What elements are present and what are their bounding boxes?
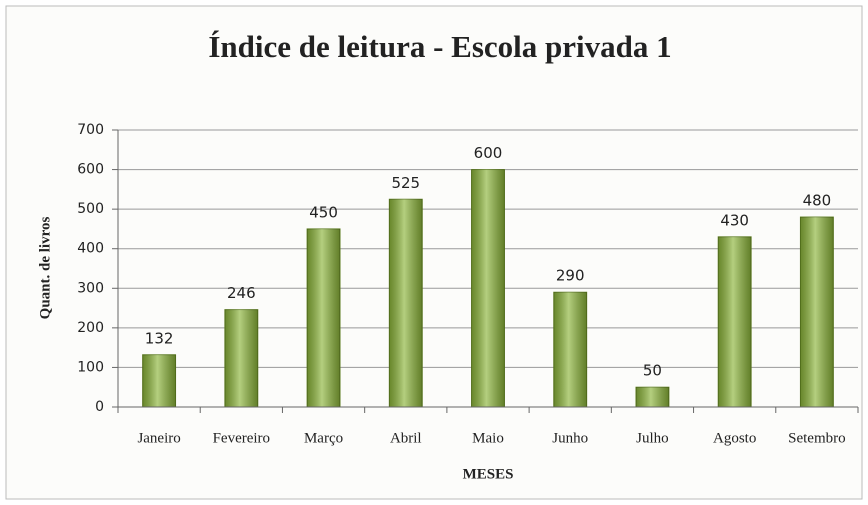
y-tick-label: 100 (77, 359, 104, 375)
value-label: 50 (643, 362, 662, 380)
x-tick-label: Setembro (788, 430, 846, 446)
y-tick-label: 200 (77, 320, 104, 336)
x-tick-label: Julho (636, 430, 669, 446)
bar-shade (471, 169, 505, 407)
y-tick-label: 700 (77, 122, 104, 138)
x-axis-label: MESES (463, 466, 514, 482)
y-tick-label: 600 (77, 162, 104, 178)
value-label: 430 (720, 211, 749, 229)
y-tick-label: 500 (77, 201, 104, 217)
x-tick-label: Março (304, 430, 343, 446)
y-axis-label: Quant. de livros (37, 217, 53, 320)
x-tick-label: Fevereiro (213, 430, 270, 446)
value-label: 450 (309, 203, 338, 221)
value-label: 132 (145, 329, 174, 347)
chart-title: Índice de leitura - Escola privada 1 (208, 29, 671, 64)
bar-shade (718, 236, 752, 407)
bar-shade (800, 217, 834, 407)
y-tick-label: 400 (77, 241, 104, 257)
bar-shade (224, 309, 258, 407)
bar-shade (389, 199, 423, 407)
bar-shade (553, 292, 587, 407)
y-tick-label: 0 (95, 399, 104, 415)
y-tick-label: 300 (77, 280, 104, 296)
x-tick-label: Agosto (713, 430, 756, 446)
value-label: 480 (803, 192, 832, 210)
x-tick-label: Maio (472, 430, 504, 446)
x-tick-label: Junho (552, 430, 588, 446)
bar-shade (142, 354, 176, 407)
value-label: 600 (474, 144, 503, 162)
x-tick-label: Abril (390, 430, 422, 446)
x-tick-label: Janeiro (137, 430, 180, 446)
bar-shade (636, 387, 669, 407)
value-label: 525 (391, 174, 420, 192)
value-label: 290 (556, 267, 585, 285)
bar-shade (307, 228, 340, 407)
value-label: 246 (227, 284, 256, 302)
